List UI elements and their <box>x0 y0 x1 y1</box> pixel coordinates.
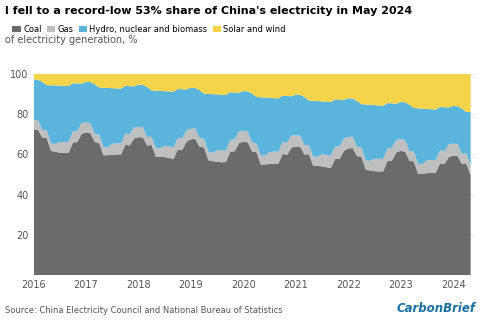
Text: Source: China Electricity Council and National Bureau of Statistics: Source: China Electricity Council and Na… <box>5 306 282 315</box>
Text: CarbonBrief: CarbonBrief <box>396 302 475 315</box>
Text: of electricity generation, %: of electricity generation, % <box>5 35 137 45</box>
Legend: Coal, Gas, Hydro, nuclear and biomass, Solar and wind: Coal, Gas, Hydro, nuclear and biomass, S… <box>9 21 289 37</box>
Text: l fell to a record-low 53% share of China's electricity in May 2024: l fell to a record-low 53% share of Chin… <box>5 6 412 16</box>
